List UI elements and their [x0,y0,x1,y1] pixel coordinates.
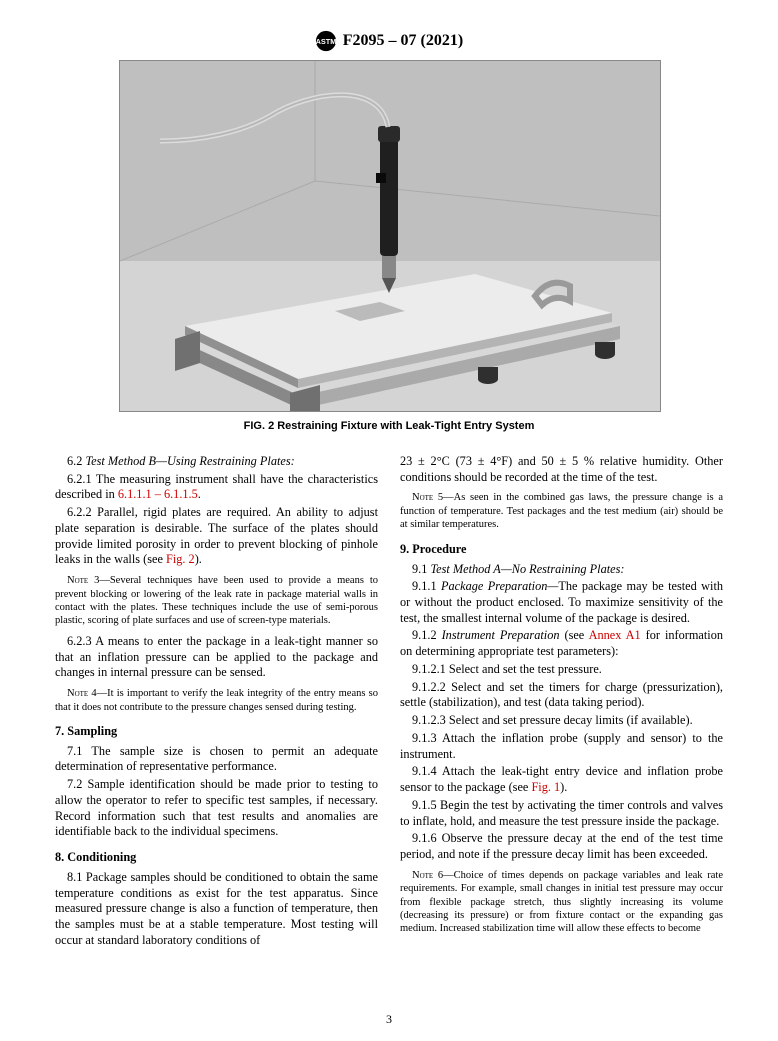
sec-9-1-4: 9.1.4 Attach the leak-tight entry device… [400,764,723,795]
page-number: 3 [0,1012,778,1027]
sec-8-1-a: 8.1 Package samples should be conditione… [55,870,378,949]
ref-fig-1[interactable]: Fig. 1 [531,780,560,794]
figure-2-caption: FIG. 2 Restraining Fixture with Leak-Tig… [119,420,659,432]
note-3: Note 3—Several techniques have been used… [55,574,378,628]
sec-6-2-1: 6.2.1 The measuring instrument shall hav… [55,472,378,503]
note-5: Note 5—As seen in the combined gas laws,… [400,491,723,531]
sec-9-1-2-1: 9.1.2.1 Select and set the test pressure… [400,662,723,678]
sec-9-1-5: 9.1.5 Begin the test by activating the t… [400,798,723,829]
figure-2-image [119,60,661,412]
sec-9-1-2-2: 9.1.2.2 Select and set the timers for ch… [400,680,723,711]
astm-logo-icon: ASTM [315,30,337,52]
sec-6-2: 6.2 Test Method B—Using Restraining Plat… [55,454,378,470]
sec-9-1: 9.1 Test Method A—No Restraining Plates: [400,562,723,578]
ref-annex-a1[interactable]: Annex A1 [589,628,641,642]
svg-text:ASTM: ASTM [315,37,336,46]
sec-6-2-2: 6.2.2 Parallel, rigid plates are require… [55,505,378,568]
sec-7-1: 7.1 The sample size is chosen to permit … [55,744,378,775]
page: ASTM F2095 – 07 (2021) [0,0,778,1041]
sec-6-2-3: 6.2.3 A means to enter the package in a … [55,634,378,681]
sec-9-1-1: 9.1.1 Package Preparation—The package ma… [400,579,723,626]
sec-9-1-3: 9.1.3 Attach the inflation probe (supply… [400,731,723,762]
page-header: ASTM F2095 – 07 (2021) [0,30,778,52]
sec-9-1-2: 9.1.2 Instrument Preparation (see Annex … [400,628,723,659]
sec-8-heading: 8. Conditioning [55,850,378,866]
ref-6-1-1-1[interactable]: 6.1.1.1 – 6.1.1.5 [118,487,198,501]
sec-9-1-2-3: 9.1.2.3 Select and set pressure decay li… [400,713,723,729]
sec-9-heading: 9. Procedure [400,542,723,558]
ref-fig-2[interactable]: Fig. 2 [166,552,195,566]
sec-7-2: 7.2 Sample identification should be made… [55,777,378,840]
sec-9-1-6: 9.1.6 Observe the pressure decay at the … [400,831,723,862]
note-4: Note 4—It is important to verify the lea… [55,687,378,714]
body-columns: 6.2 Test Method B—Using Restraining Plat… [55,454,723,1001]
standard-code: F2095 – 07 (2021) [343,32,463,50]
sec-8-1-b: 23 ± 2°C (73 ± 4°F) and 50 ± 5 % relativ… [400,454,723,485]
figure-2: FIG. 2 Restraining Fixture with Leak-Tig… [119,60,659,432]
sec-7-heading: 7. Sampling [55,724,378,740]
note-6: Note 6—Choice of times depends on packag… [400,869,723,936]
